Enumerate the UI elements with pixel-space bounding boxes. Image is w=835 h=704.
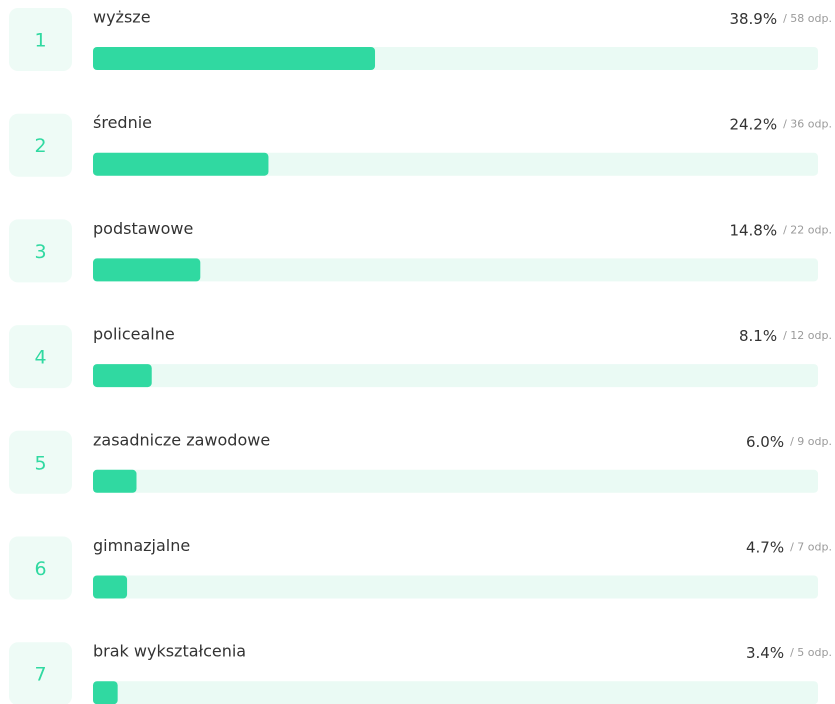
rank-number: 6 [34, 558, 46, 580]
bar [93, 152, 269, 176]
rank-number: 1 [34, 30, 46, 52]
option-label: podstawowe [93, 219, 193, 238]
rank-badge [9, 8, 72, 71]
count-label: / 7 odp. [790, 541, 832, 554]
rank-number: 2 [34, 135, 46, 157]
result-summary: 6.0% / 9 odp. [746, 432, 832, 450]
count-label: / 22 odp. [783, 223, 832, 236]
rank-number: 5 [34, 452, 46, 474]
bar-track [93, 364, 818, 388]
bar [93, 47, 376, 70]
percent-label: 24.2% [729, 115, 777, 133]
bar [93, 258, 201, 282]
percent-label: 38.9% [729, 10, 777, 28]
rank-badge [9, 325, 72, 389]
option-label: brak wykształcenia [93, 642, 246, 661]
count-label: / 58 odp. [783, 12, 832, 25]
bar-track [93, 681, 818, 704]
result-row: 6 gimnazjalne 4.7% / 7 odp. [9, 536, 832, 600]
result-row: 5 zasadnicze zawodowe 6.0% / 9 odp. [9, 430, 832, 494]
option-label: wyższe [93, 8, 151, 27]
rank-number: 4 [34, 347, 46, 369]
bar-track [93, 152, 818, 176]
rank-badge [9, 536, 72, 600]
rank-badge [9, 430, 72, 494]
option-label: gimnazjalne [93, 536, 190, 555]
result-summary: 4.7% / 7 odp. [746, 538, 832, 556]
result-summary: 8.1% / 12 odp. [739, 327, 832, 345]
result-row: 4 policealne 8.1% / 12 odp. [9, 325, 832, 389]
rank-number: 3 [34, 241, 46, 263]
rank-badge [9, 113, 72, 177]
percent-label: 6.0% [746, 432, 784, 450]
rank-badge [9, 642, 72, 704]
count-label: / 9 odp. [790, 435, 832, 448]
count-label: / 12 odp. [783, 329, 832, 342]
rank-number: 7 [34, 664, 46, 686]
result-row: 3 podstawowe 14.8% / 22 odp. [9, 219, 832, 283]
bar-track [93, 469, 818, 493]
bar-track [93, 258, 818, 282]
count-label: / 5 odp. [790, 646, 832, 659]
count-label: / 36 odp. [783, 118, 832, 131]
bar [93, 364, 152, 388]
option-label: policealne [93, 325, 175, 344]
result-summary: 14.8% / 22 odp. [729, 221, 832, 239]
result-row: 1 wyższe 38.9% / 58 odp. [9, 8, 832, 71]
bar [93, 469, 137, 493]
percent-label: 14.8% [729, 221, 777, 239]
percent-label: 8.1% [739, 327, 777, 345]
result-summary: 38.9% / 58 odp. [729, 10, 832, 28]
result-summary: 24.2% / 36 odp. [729, 115, 832, 133]
option-label: zasadnicze zawodowe [93, 430, 270, 449]
bar [93, 681, 118, 704]
percent-label: 3.4% [746, 644, 784, 662]
result-summary: 3.4% / 5 odp. [746, 644, 832, 662]
rank-badge [9, 219, 72, 283]
percent-label: 4.7% [746, 538, 784, 556]
bar-track [93, 575, 818, 599]
result-row: 2 średnie 24.2% / 36 odp. [9, 113, 832, 177]
option-label: średnie [93, 113, 152, 132]
result-row: 7 brak wykształcenia 3.4% / 5 odp. [9, 642, 832, 704]
bar [93, 575, 128, 599]
